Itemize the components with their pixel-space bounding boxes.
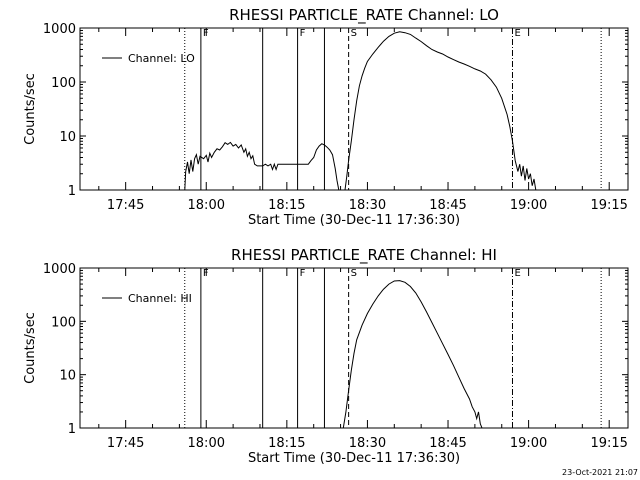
event-marker-label: F [300, 268, 306, 279]
series-line-lo-segment-2 [344, 31, 537, 191]
y-axis-label-lo: Counts/sec [23, 73, 38, 145]
chart-title-lo: RHESSI PARTICLE_RATE Channel: LO [229, 6, 499, 25]
event-marker-label: S [351, 268, 357, 279]
x-tick-label: 18:45 [429, 198, 466, 213]
series-line-hi-segment-1 [342, 280, 483, 429]
x-tick-label: 17:45 [107, 436, 144, 451]
legend-label-hi: Channel: HI [128, 292, 192, 305]
x-tick-label: 18:00 [188, 198, 225, 213]
y-tick-label: 1000 [43, 22, 76, 37]
y-tick-label: 100 [51, 76, 76, 91]
event-marker-label: E [514, 268, 520, 279]
x-tick-label: 18:30 [349, 436, 386, 451]
chart-panel-hi: RHESSI PARTICLE_RATE Channel: HI 1 10 100 10… [23, 246, 629, 466]
y-tick-label: 10 [59, 130, 76, 145]
plot-frame-lo [79, 27, 629, 191]
y-tick-label: 10 [59, 369, 76, 384]
event-marker-label: F [203, 28, 209, 39]
x-tick-label: 18:30 [349, 198, 386, 213]
x-tick-label: 17:45 [107, 198, 144, 213]
event-marker-label: S [351, 28, 357, 39]
x-tick-label: 18:00 [188, 436, 225, 451]
x-tick-label: 19:00 [510, 436, 547, 451]
y-tick-label: 1 [68, 422, 76, 437]
plot-frame-hi [79, 267, 629, 429]
footer-timestamp: 23-Oct-2021 21:07 [562, 468, 638, 477]
event-marker-label: F [203, 268, 209, 279]
event-marker-label: E [514, 28, 520, 39]
series-line-lo-segment-1 [184, 141, 340, 191]
y-tick-label: 100 [51, 315, 76, 330]
x-tick-label: 18:45 [429, 436, 466, 451]
x-tick-label: 19:00 [510, 198, 547, 213]
y-axis-label-hi: Counts/sec [23, 312, 38, 384]
x-tick-label: 18:15 [268, 198, 305, 213]
x-tick-label: 19:15 [590, 436, 627, 451]
x-tick-label: 18:15 [268, 436, 305, 451]
chart-title-hi: RHESSI PARTICLE_RATE Channel: HI [231, 246, 497, 265]
chart-panel-lo: RHESSI PARTICLE_RATE Channel: LO 1 10 100 10… [23, 6, 629, 228]
y-tick-label: 1000 [43, 262, 76, 277]
x-axis-label-hi: Start Time (30-Dec-11 17:36:30) [248, 451, 460, 466]
y-tick-label: 1 [68, 184, 76, 199]
x-axis-label-lo: Start Time (30-Dec-11 17:36:30) [248, 213, 460, 228]
event-marker-label: F [300, 28, 306, 39]
legend-label-lo: Channel: LO [128, 52, 195, 65]
x-tick-label: 19:15 [590, 198, 627, 213]
